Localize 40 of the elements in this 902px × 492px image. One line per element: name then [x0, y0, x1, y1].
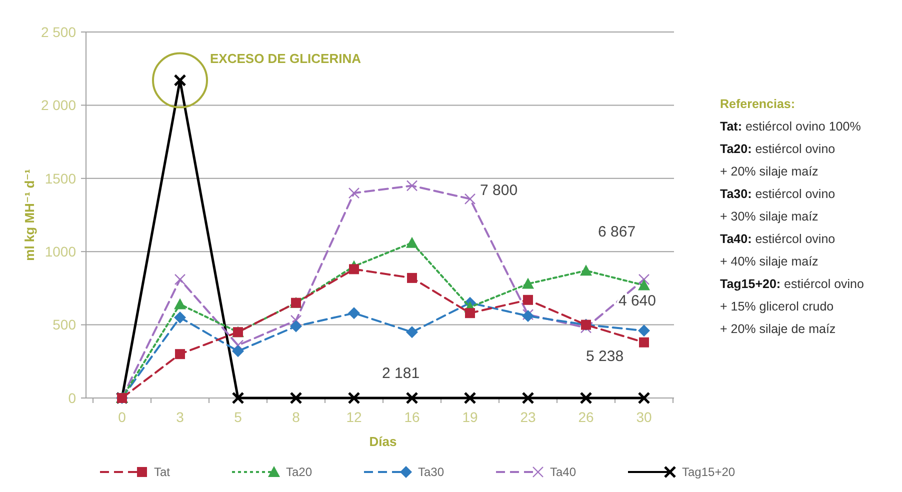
- x-tick-label: 5: [234, 409, 242, 425]
- y-tick-label: 500: [52, 316, 76, 333]
- text: Ta30: estiércol ovino: [720, 187, 836, 201]
- annotation: 4 640: [618, 292, 656, 310]
- legend-label: Ta20: [286, 465, 312, 480]
- text: + 15% glicerol crudo: [720, 300, 834, 314]
- text: Ta20: estiércol ovino: [720, 142, 836, 156]
- text: + 40% silaje maíz: [720, 254, 818, 268]
- y-tick-label: 0: [68, 390, 76, 406]
- text: Referencias:: [720, 97, 796, 111]
- x-tick-label: 19: [462, 409, 478, 425]
- x-tick-label: 0: [118, 409, 126, 425]
- legend-label: Ta40: [550, 465, 576, 480]
- y-tick-label: 1000: [44, 244, 76, 260]
- text: Tat: estiércol ovino 100%: [720, 120, 861, 134]
- y-tick-label: 1500: [44, 170, 76, 186]
- x-tick-label: 26: [578, 409, 594, 425]
- annotation: 2 181: [382, 365, 420, 382]
- x-tick-label: 12: [346, 409, 362, 425]
- x-axis-title: Días: [369, 434, 397, 449]
- y-tick-label: 2 500: [40, 24, 76, 40]
- text: Ta40: estiércol ovino: [720, 232, 836, 246]
- legend-label: Ta30: [418, 465, 444, 480]
- text: Tag15+20: estiércol ovino: [720, 277, 864, 291]
- y-axis-title: ml kg MH⁻¹ d⁻¹: [22, 169, 37, 261]
- text: + 20% silaje de maíz: [720, 322, 836, 336]
- x-tick-label: 3: [176, 409, 184, 425]
- text: + 20% silaje maíz: [720, 164, 818, 178]
- annotation: EXCESO DE GLICERINA: [210, 50, 362, 66]
- x-tick-label: 30: [636, 409, 652, 425]
- annotation: 5 238: [586, 348, 624, 365]
- legend-label: Tag15+20: [682, 465, 736, 480]
- legend-label: Tat: [154, 465, 171, 480]
- annotation: 6 867: [598, 224, 636, 241]
- x-tick-label: 8: [292, 409, 300, 425]
- y-tick-label: 2 000: [40, 97, 76, 114]
- annotation: 7 800: [480, 182, 518, 199]
- text: + 30% silaje maíz: [720, 210, 818, 224]
- x-tick-label: 16: [404, 409, 420, 425]
- x-tick-label: 23: [520, 409, 536, 425]
